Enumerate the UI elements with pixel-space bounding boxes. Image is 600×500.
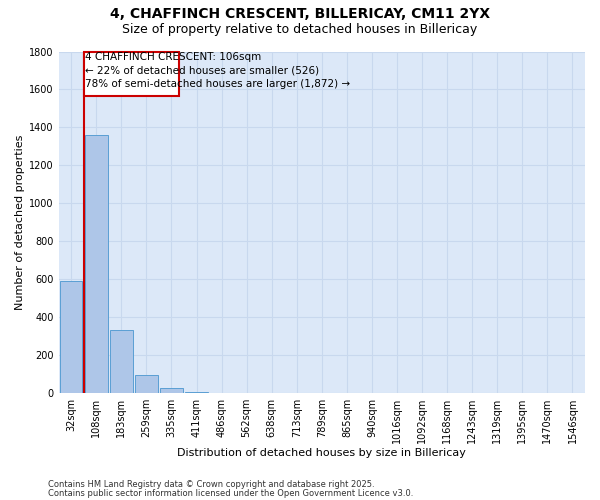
- Text: 4 CHAFFINCH CRESCENT: 106sqm
← 22% of detached houses are smaller (526)
78% of s: 4 CHAFFINCH CRESCENT: 106sqm ← 22% of de…: [85, 52, 350, 89]
- Text: Contains public sector information licensed under the Open Government Licence v3: Contains public sector information licen…: [48, 488, 413, 498]
- Y-axis label: Number of detached properties: Number of detached properties: [15, 134, 25, 310]
- Bar: [85, 135, 107, 393]
- Bar: [110, 330, 133, 393]
- Text: Contains HM Land Registry data © Crown copyright and database right 2025.: Contains HM Land Registry data © Crown c…: [48, 480, 374, 489]
- Bar: [60, 281, 82, 393]
- X-axis label: Distribution of detached houses by size in Billericay: Distribution of detached houses by size …: [178, 448, 466, 458]
- Text: 4, CHAFFINCH CRESCENT, BILLERICAY, CM11 2YX: 4, CHAFFINCH CRESCENT, BILLERICAY, CM11 …: [110, 8, 490, 22]
- FancyBboxPatch shape: [84, 52, 179, 96]
- Bar: [160, 388, 183, 393]
- Bar: [185, 392, 208, 393]
- Bar: [135, 375, 158, 393]
- Text: Size of property relative to detached houses in Billericay: Size of property relative to detached ho…: [122, 22, 478, 36]
